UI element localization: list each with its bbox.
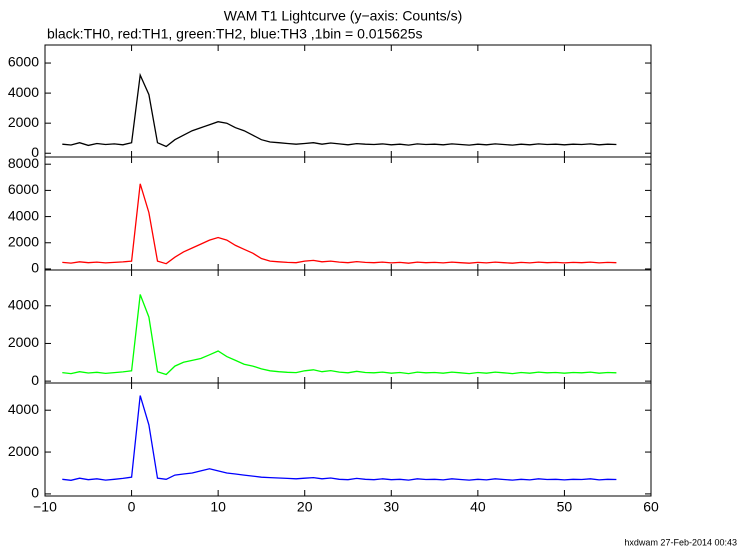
y-tick-label: 6000: [8, 54, 39, 70]
y-tick-label: 4000: [8, 84, 39, 100]
y-tick-label: 4000: [8, 207, 39, 223]
x-tick-label: 20: [297, 499, 313, 515]
chart-title: WAM T1 Lightcurve (y−axis: Counts/s): [224, 8, 462, 24]
lightcurve: [62, 72, 617, 148]
y-tick-label: 8000: [8, 155, 39, 171]
panel-frame: [44, 156, 652, 271]
x-tick-label: 0: [128, 499, 136, 515]
y-tick-label: 0: [31, 485, 39, 501]
y-tick-label: 2000: [8, 114, 39, 130]
y-tick-label: 2000: [8, 443, 39, 459]
y-tick-label: 6000: [8, 181, 39, 197]
x-tick-label: 30: [383, 499, 399, 515]
panel-frame: [44, 269, 652, 384]
footer: hxdwam 27-Feb-2014 00:43: [624, 537, 737, 547]
y-tick-label: 2000: [8, 334, 39, 350]
y-tick-label: 4000: [8, 296, 39, 312]
chart-subtitle: black:TH0, red:TH1, green:TH2, blue:TH3 …: [47, 26, 422, 42]
x-tick-label: 60: [643, 499, 659, 515]
y-tick-label: 0: [31, 260, 39, 276]
lightcurve: [62, 395, 617, 481]
lightcurve: [62, 294, 617, 376]
x-tick-label: 50: [557, 499, 573, 515]
x-tick-label: −10: [33, 499, 57, 515]
x-tick-label: 10: [210, 499, 226, 515]
y-tick-label: 4000: [8, 401, 39, 417]
y-tick-label: 2000: [8, 233, 39, 249]
lightcurve: [62, 183, 617, 265]
panel-frame: [44, 44, 652, 158]
x-tick-label: 40: [470, 499, 486, 515]
panel-frame: [44, 382, 652, 497]
y-tick-label: 0: [31, 144, 39, 160]
y-tick-label: 0: [31, 372, 39, 388]
